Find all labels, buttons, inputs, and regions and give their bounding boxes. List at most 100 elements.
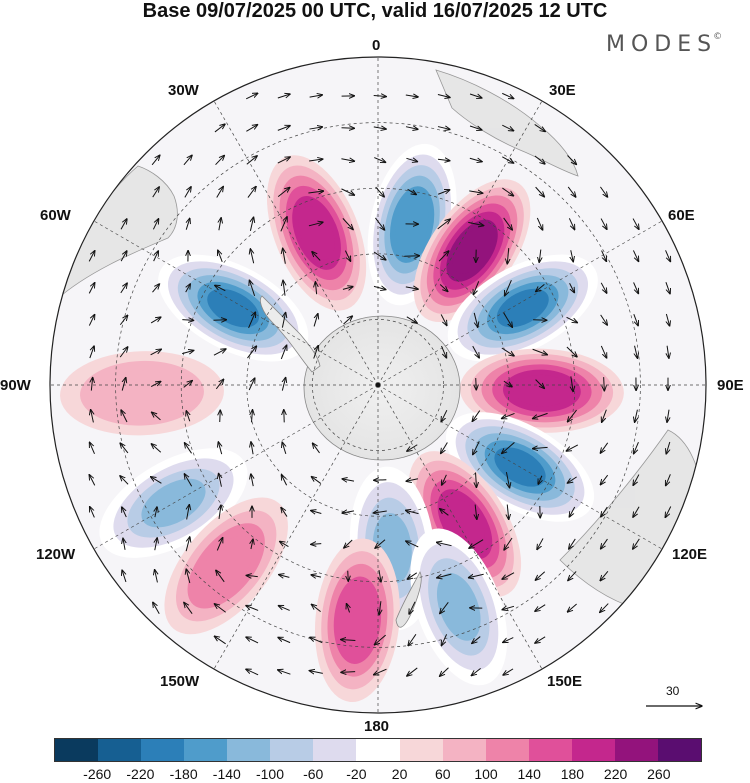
wind-arrow: [155, 507, 157, 518]
lon-label-90e: 90E: [717, 377, 744, 394]
wind-arrow: [472, 345, 480, 358]
wind-arrow: [632, 218, 639, 230]
wind-arrow: [343, 316, 353, 325]
modes-logo: MODES©: [606, 32, 722, 57]
colorbar-swatch: [356, 739, 400, 761]
colorbar-tick-label: -220: [126, 766, 155, 782]
wind-arrow: [405, 287, 418, 289]
wind-arrow: [186, 569, 191, 584]
lon-label-0: 0: [372, 37, 381, 54]
map-title: Base 09/07/2025 00 UTC, valid 16/07/2025…: [142, 0, 608, 22]
wind-arrow: [667, 409, 669, 423]
anomaly-contour: [395, 196, 429, 253]
wind-arrow: [251, 410, 252, 423]
lon-label-150e: 150E: [547, 673, 583, 690]
wind-arrow: [277, 157, 290, 164]
wind-arrow: [247, 346, 256, 359]
colorbar-tick-label: 140: [517, 766, 541, 782]
wind-arrow: [246, 156, 257, 165]
wind-arrow: [218, 442, 221, 455]
wind-arrow: [502, 92, 514, 98]
wind-arrow: [214, 604, 226, 613]
wind-arrow: [439, 284, 448, 292]
wind-arrow: [184, 187, 191, 198]
wind-arrow: [406, 510, 419, 513]
meridian-line: [213, 384, 379, 670]
anomaly-field: [60, 143, 624, 703]
wind-arrow: [341, 128, 355, 129]
wind-arrow: [313, 314, 318, 327]
colorbar-tick-label: 260: [647, 766, 671, 782]
colorbar-tick-label: 100: [474, 766, 498, 782]
latitude-circle: [180, 187, 576, 583]
wind-arrow: [311, 477, 321, 484]
wind-arrow: [502, 187, 513, 196]
wind-arrow: [437, 127, 450, 130]
wind-arrow: [437, 159, 450, 160]
wind-arrow: [571, 250, 574, 262]
lon-label-150w: 150W: [160, 673, 200, 690]
wind-arrow: [406, 158, 417, 161]
wind-arrow: [469, 539, 484, 549]
wind-arrow: [600, 442, 609, 453]
colorbar-swatch: [270, 739, 314, 761]
wind-arrow: [120, 219, 127, 230]
wind-arrow: [151, 477, 162, 484]
wind-arrow: [600, 570, 609, 580]
colorbar-tick-label: -20: [346, 766, 367, 782]
wind-arrow: [184, 474, 193, 487]
wind-arrow: [535, 636, 546, 643]
wind-arrow: [278, 670, 291, 675]
wind-arrow: [186, 218, 190, 230]
wind-arrow: [473, 312, 478, 327]
wind-arrow: [277, 126, 290, 131]
wind-arrow: [250, 217, 253, 232]
wind-arrow: [666, 474, 671, 485]
wind-arrow: [535, 379, 545, 389]
wind-arrow: [120, 443, 129, 454]
lon-label-120e: 120E: [672, 546, 708, 563]
colorbar-tick-label: -180: [169, 766, 198, 782]
wind-arrow: [436, 542, 452, 545]
wind-arrow: [373, 251, 386, 260]
wind-arrow: [532, 447, 548, 448]
colorbar-swatch: [227, 739, 271, 761]
lon-label-180: 180: [364, 718, 390, 735]
wind-arrow: [600, 474, 609, 485]
colorbar-tick-label: -60: [303, 766, 324, 782]
wind-arrow: [502, 156, 513, 163]
wind-arrow: [667, 345, 669, 359]
wind-arrow: [89, 442, 95, 454]
wind-arrow: [342, 287, 353, 290]
wind-arrow: [123, 538, 125, 550]
wind-arrow: [153, 602, 160, 615]
wind-arrow: [283, 248, 286, 264]
wind-arrow: [309, 95, 323, 97]
wind-arrow: [379, 601, 381, 615]
wind-arrow: [119, 315, 127, 326]
wind-arrow: [503, 668, 514, 675]
latitude-circle: [115, 122, 641, 648]
wind-arrow: [184, 602, 193, 614]
wind-arrow: [469, 93, 482, 98]
anomaly-contour: [207, 288, 260, 328]
wind-arrow: [346, 604, 349, 613]
wind-arrow: [246, 637, 259, 644]
wind-arrow: [185, 537, 190, 552]
positive-anomaly: [459, 348, 624, 433]
wind-arrow: [665, 506, 672, 517]
wind-arrow: [91, 377, 92, 391]
latitude-circle: [312, 319, 444, 451]
copyright-mark: ©: [713, 32, 723, 42]
wind-arrow: [567, 476, 577, 483]
wind-arrow: [309, 159, 323, 161]
wind-arrow: [150, 381, 161, 388]
wind-arrow: [248, 312, 256, 329]
antarctic-peninsula-land: [260, 295, 321, 373]
wind-arrow: [183, 155, 192, 166]
wind-arrow: [441, 442, 448, 453]
wind-arrow: [468, 573, 484, 577]
wind-arrow: [506, 472, 509, 488]
wind-arrow: [122, 507, 127, 518]
wind-arrow: [409, 601, 416, 614]
